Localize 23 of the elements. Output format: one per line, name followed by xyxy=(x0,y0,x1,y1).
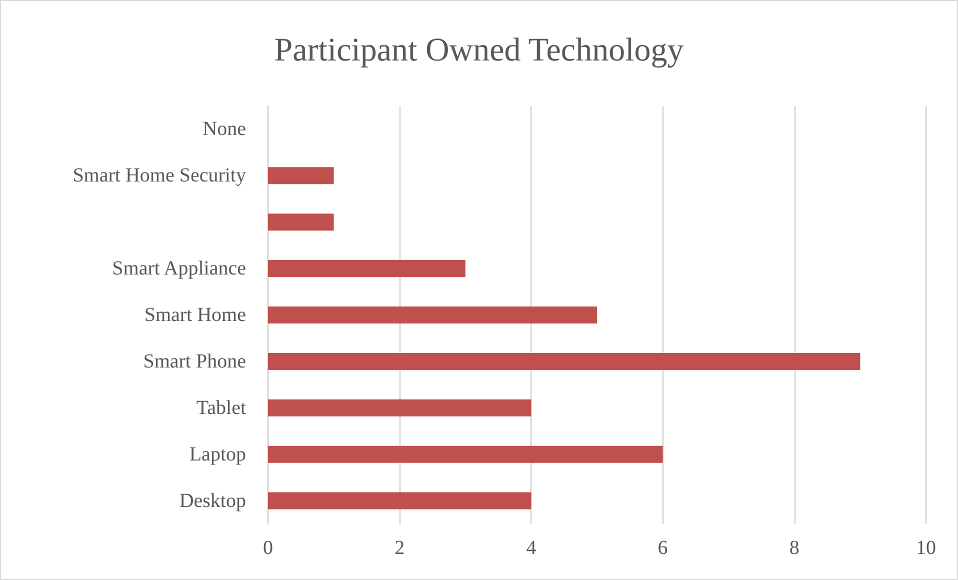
bar xyxy=(268,352,860,370)
y-tick-label: None xyxy=(202,118,246,140)
y-tick-label: Smart Phone xyxy=(143,350,246,372)
x-tick-label: 6 xyxy=(658,537,668,559)
y-tick-label: Smart Home xyxy=(144,304,246,326)
y-tick-label: Tablet xyxy=(196,396,246,419)
bar xyxy=(268,306,597,324)
y-tick-label: Smart Appliance xyxy=(112,258,246,280)
x-tick-label: 4 xyxy=(526,537,536,559)
bar xyxy=(268,260,466,278)
x-tick-label: 0 xyxy=(263,537,273,559)
y-tick-label: Laptop xyxy=(189,443,246,466)
bar xyxy=(268,446,663,463)
bar xyxy=(268,492,532,510)
bar xyxy=(268,167,334,184)
y-tick-label: Desktop xyxy=(179,490,246,512)
x-tick-label: 8 xyxy=(789,537,800,559)
x-tick-label: 2 xyxy=(394,537,405,559)
y-tick-label: Smart Home Security xyxy=(72,164,246,187)
chart-title: Participant Owned Technology xyxy=(274,32,684,68)
bar xyxy=(268,399,532,416)
bar xyxy=(268,214,334,231)
x-tick-label: 10 xyxy=(916,537,936,559)
